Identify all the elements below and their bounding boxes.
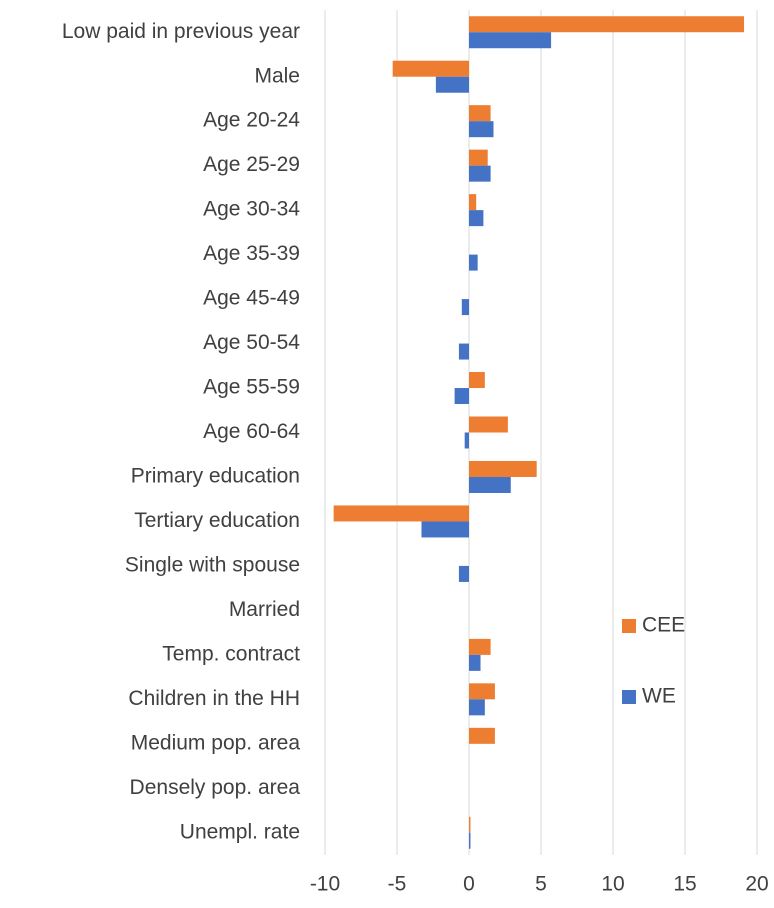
bar xyxy=(469,16,745,33)
y-tick-label: Age 35-39 xyxy=(203,242,300,265)
bar xyxy=(435,76,469,93)
y-tick-label: Age 50-54 xyxy=(203,331,300,354)
bar xyxy=(469,149,488,166)
y-tick-label: Age 25-29 xyxy=(203,153,300,176)
bar xyxy=(469,416,508,433)
legend-swatch xyxy=(622,619,636,633)
y-tick-label: Age 55-59 xyxy=(203,376,300,399)
bar xyxy=(392,60,469,77)
legend-label: CEE xyxy=(642,614,685,637)
bar xyxy=(458,343,469,360)
bar xyxy=(469,210,484,227)
bar xyxy=(469,816,471,833)
x-tick-label: 0 xyxy=(463,873,475,896)
legend-label: WE xyxy=(642,685,676,708)
y-tick-label: Temp. contract xyxy=(162,642,300,665)
bar xyxy=(469,476,511,493)
x-tick-label: 15 xyxy=(673,873,696,896)
y-tick-label: Married xyxy=(229,598,300,621)
bar xyxy=(469,654,481,671)
y-tick-label: Male xyxy=(254,64,300,87)
bar xyxy=(469,727,495,744)
bar xyxy=(469,165,491,182)
x-tick-label: 20 xyxy=(745,873,768,896)
bar xyxy=(458,565,469,582)
y-tick-label: Densely pop. area xyxy=(130,776,301,799)
bar xyxy=(461,299,469,316)
y-tick-label: Age 20-24 xyxy=(203,109,300,132)
y-tick-label: Primary education xyxy=(131,465,300,488)
x-tick-label: 10 xyxy=(601,873,624,896)
bar xyxy=(469,194,477,211)
x-tick-label: -10 xyxy=(310,873,340,896)
y-tick-label: Age 30-34 xyxy=(203,198,300,221)
x-tick-label: -5 xyxy=(388,873,407,896)
bar xyxy=(421,521,469,538)
bar xyxy=(469,460,537,477)
legend-swatch xyxy=(622,690,636,704)
y-tick-label: Age 45-49 xyxy=(203,287,300,310)
x-tick-label: 5 xyxy=(535,873,547,896)
bar xyxy=(464,432,469,449)
y-tick-label: Medium pop. area xyxy=(131,731,301,754)
bar xyxy=(469,699,485,716)
y-tick-label: Unempl. rate xyxy=(180,820,300,843)
bar xyxy=(469,832,471,849)
bar xyxy=(454,388,469,405)
bar xyxy=(469,254,478,271)
bar xyxy=(469,372,485,389)
y-tick-label: Low paid in previous year xyxy=(62,20,300,43)
bar xyxy=(469,683,495,700)
bar xyxy=(333,505,469,522)
y-tick-label: Children in the HH xyxy=(128,687,300,710)
y-tick-label: Age 60-64 xyxy=(203,420,300,443)
bar xyxy=(469,638,491,655)
y-tick-label: Tertiary education xyxy=(134,509,300,532)
bar xyxy=(469,32,552,49)
y-tick-label: Single with spouse xyxy=(125,553,300,576)
bar xyxy=(469,105,491,122)
bar xyxy=(469,121,494,138)
